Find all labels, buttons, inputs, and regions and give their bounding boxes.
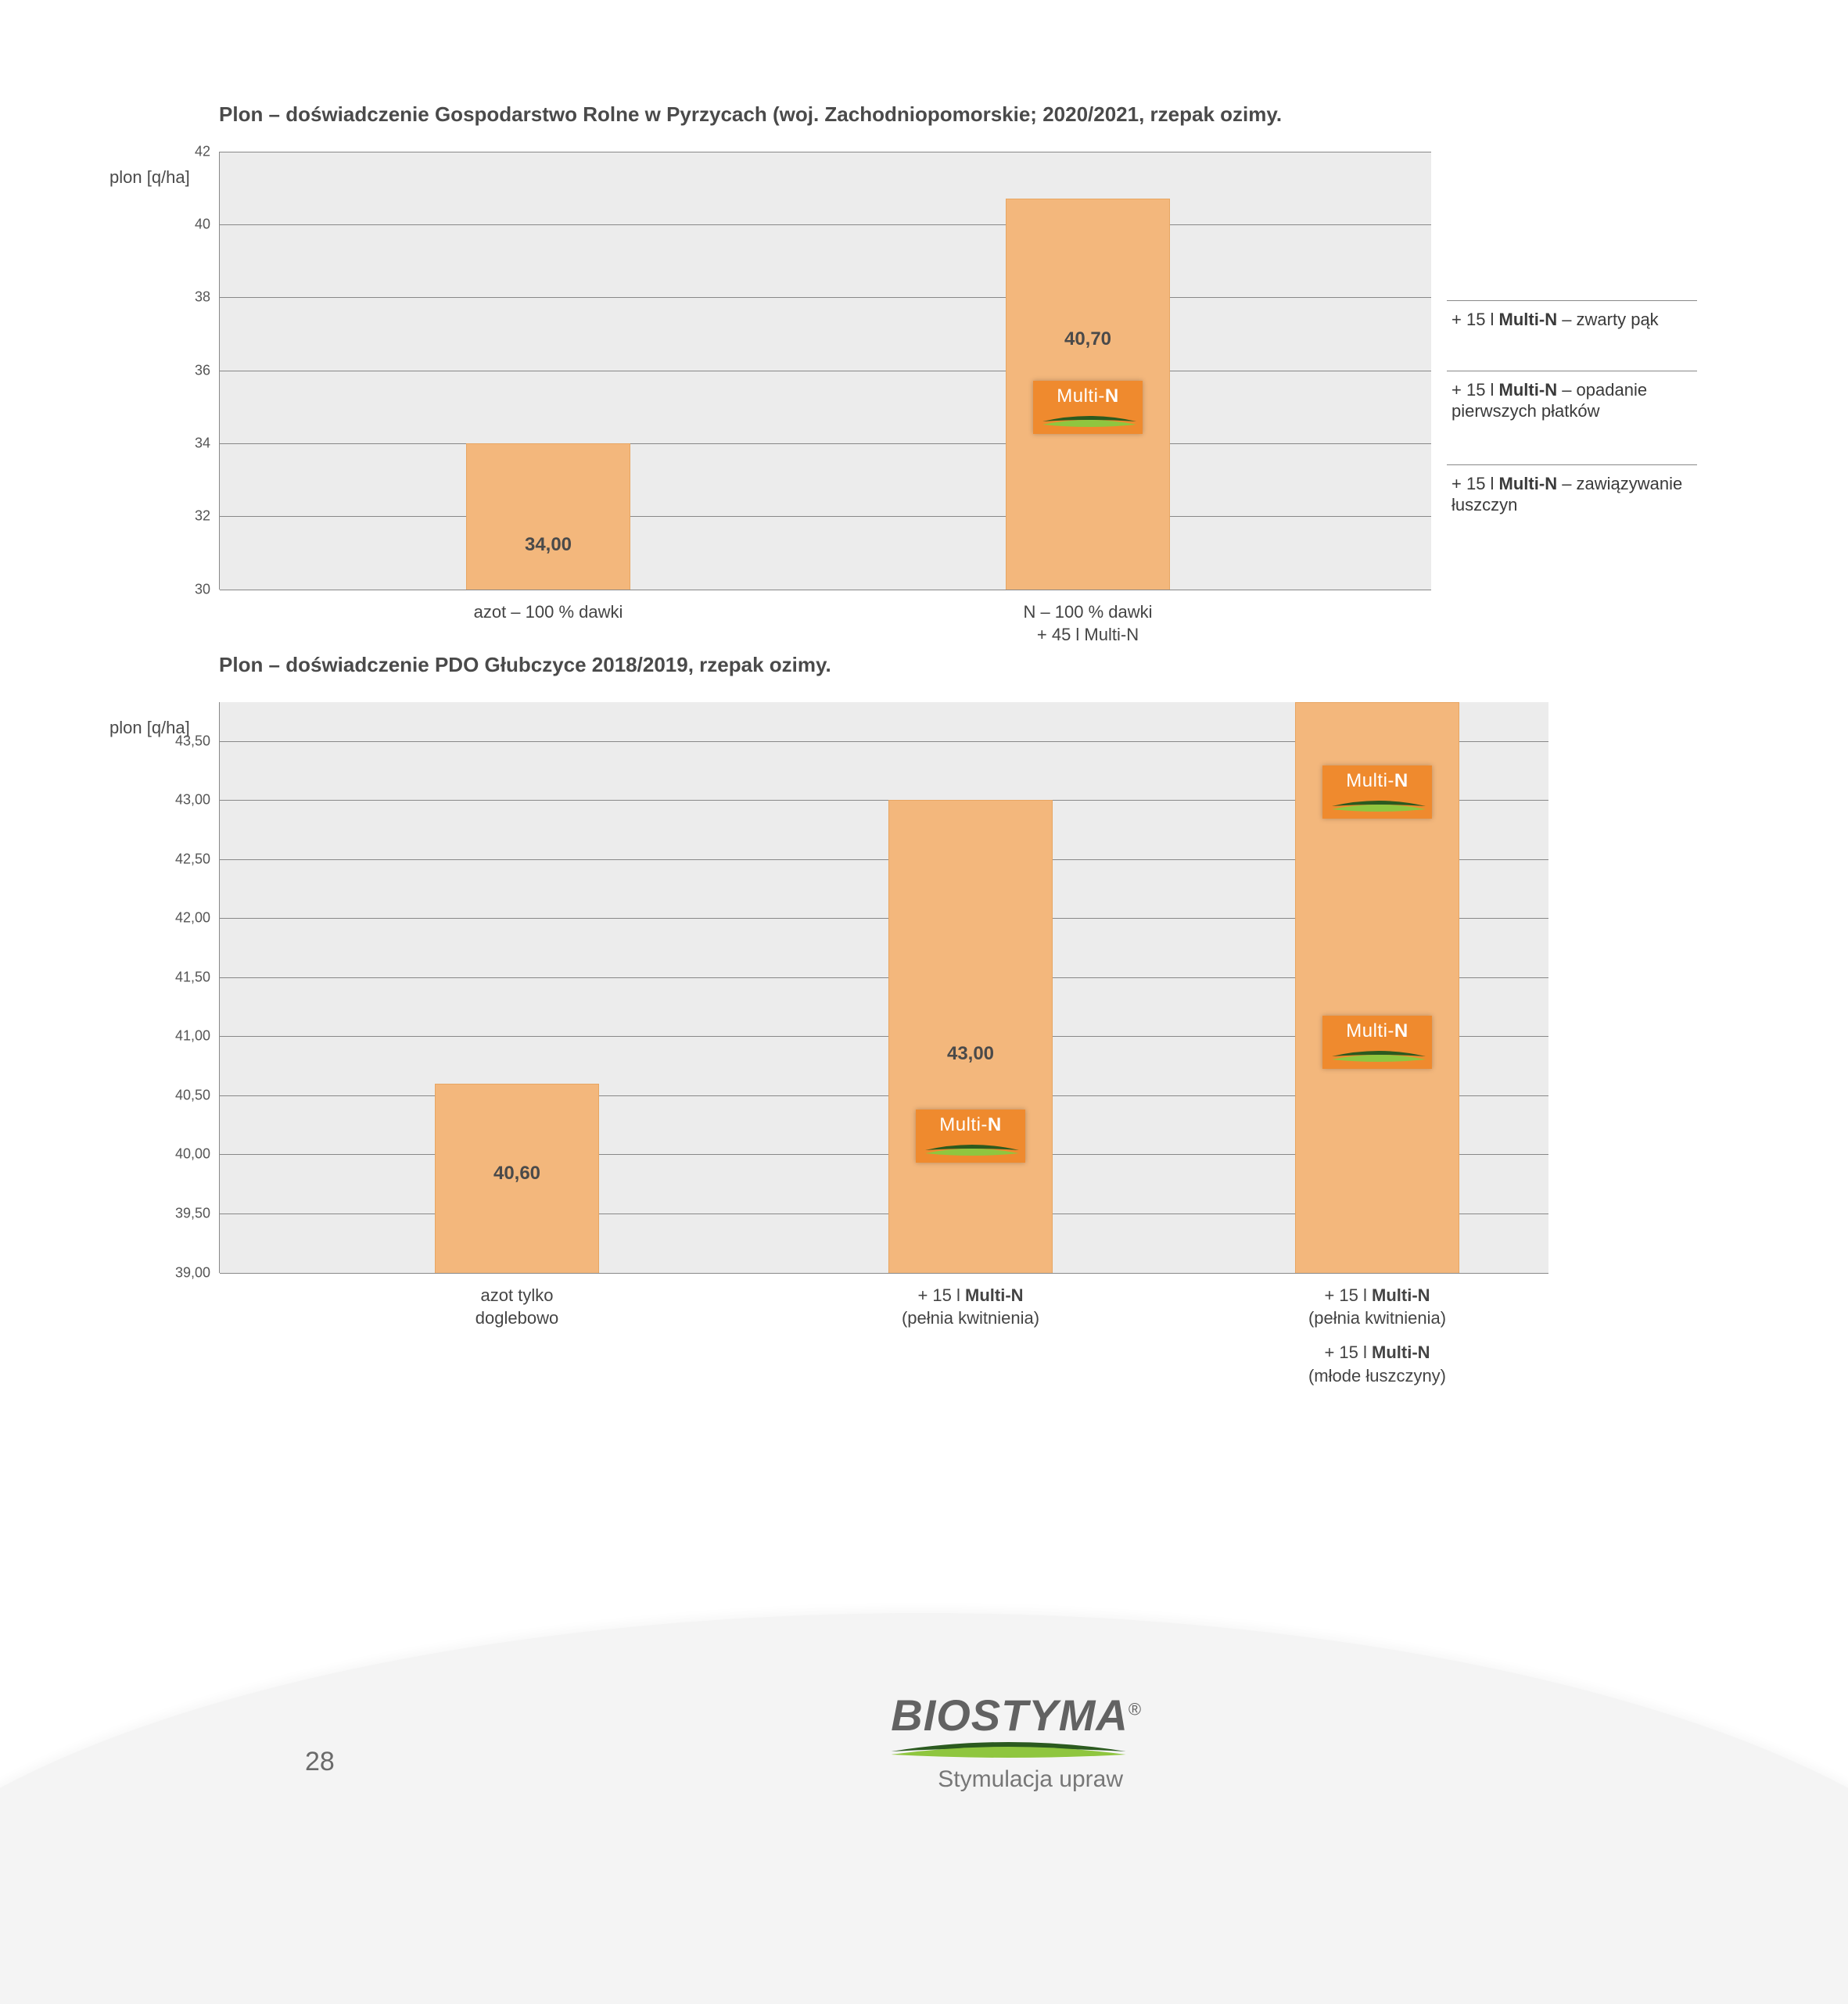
ytick-label: 41,50 xyxy=(175,969,220,985)
x-axis-label: N – 100 % dawki+ 45 l Multi-N xyxy=(947,590,1229,647)
chart2-title: Plon – doświadczenie PDO Głubczyce 2018/… xyxy=(219,652,1692,679)
ytick-label: 43,00 xyxy=(175,792,220,808)
ytick-label: 40,50 xyxy=(175,1087,220,1103)
chart2-plot: 39,0039,5040,0040,5041,0041,5042,0042,50… xyxy=(219,702,1548,1273)
ytick-label: 40,00 xyxy=(175,1146,220,1163)
chart-note: + 15 l Multi-N – opadanie pierwszych pła… xyxy=(1447,371,1697,435)
ytick-label: 36 xyxy=(195,362,220,378)
chart1-plot: 3032343638404234,00azot – 100 % dawki40,… xyxy=(219,152,1431,590)
bar: 34,00 xyxy=(466,443,630,590)
x-axis-label: + 15 l Multi-N(pełnia kwitnienia)+ 15 l … xyxy=(1236,1273,1518,1388)
ytick-label: 32 xyxy=(195,508,220,525)
ytick-label: 34 xyxy=(195,436,220,452)
page-footer: 28 BIOSTYMA® Stymulacja upraw xyxy=(0,1551,1848,1848)
x-axis-label: azot – 100 % dawki xyxy=(407,590,689,624)
x-axis-label: azot tylkodoglebowo xyxy=(376,1273,658,1330)
gridline xyxy=(220,443,1431,444)
bar: 40,60 xyxy=(435,1084,599,1273)
bar-value-label: 40,70 xyxy=(1007,328,1169,350)
bar: 43,00 Multi-N xyxy=(888,800,1053,1272)
ytick-label: 30 xyxy=(195,581,220,597)
ytick-label: 39,00 xyxy=(175,1264,220,1281)
chart1-ylabel: plon [q/ha] xyxy=(109,167,190,188)
bar-value-label: 40,60 xyxy=(436,1163,598,1185)
ytick-label: 42 xyxy=(195,143,220,160)
bar: 43,60Multi-NMulti-N xyxy=(1295,702,1459,1273)
gridline xyxy=(220,516,1431,517)
brand-block: BIOSTYMA® Stymulacja upraw xyxy=(891,1690,1142,1793)
bar: 40,70 Multi-N xyxy=(1006,199,1170,589)
brand-tagline: Stymulacja upraw xyxy=(891,1766,1142,1793)
gridline xyxy=(220,297,1431,298)
ytick-label: 38 xyxy=(195,289,220,306)
x-axis-label: + 15 l Multi-N(pełnia kwitnienia) xyxy=(830,1273,1111,1330)
multi-n-badge: Multi-N xyxy=(1322,1016,1432,1069)
chart-note: + 15 l Multi-N – zawiązywanie łuszczyn xyxy=(1447,464,1697,529)
brand-logo: BIOSTYMA® xyxy=(891,1690,1142,1741)
multi-n-badge: Multi-N xyxy=(1322,765,1432,819)
bar-value-label: 34,00 xyxy=(467,534,630,556)
bar-value-label: 43,00 xyxy=(889,1043,1052,1065)
ytick-label: 40 xyxy=(195,217,220,233)
chart-note: + 15 l Multi-N – zwarty pąk xyxy=(1447,300,1697,343)
brand-reg: ® xyxy=(1129,1699,1142,1719)
chart1-title: Plon – doświadczenie Gospodarstwo Rolne … xyxy=(219,102,1692,128)
gridline xyxy=(220,224,1431,225)
brand-name: BIOSTYMA xyxy=(891,1690,1129,1740)
multi-n-badge: Multi-N xyxy=(916,1110,1025,1163)
ytick-label: 43,50 xyxy=(175,733,220,749)
ytick-label: 39,50 xyxy=(175,1206,220,1222)
chart2: plon [q/ha] 39,0039,5040,0040,5041,0041,… xyxy=(219,702,1692,1273)
page-number: 28 xyxy=(305,1747,335,1777)
footer-cloud xyxy=(0,1613,1848,2004)
chart1: plon [q/ha] 3032343638404234,00azot – 10… xyxy=(219,152,1692,590)
ytick-label: 42,00 xyxy=(175,910,220,927)
brand-swoosh-icon xyxy=(891,1737,1125,1759)
multi-n-badge: Multi-N xyxy=(1033,381,1143,434)
ytick-label: 42,50 xyxy=(175,851,220,867)
ytick-label: 41,00 xyxy=(175,1028,220,1045)
